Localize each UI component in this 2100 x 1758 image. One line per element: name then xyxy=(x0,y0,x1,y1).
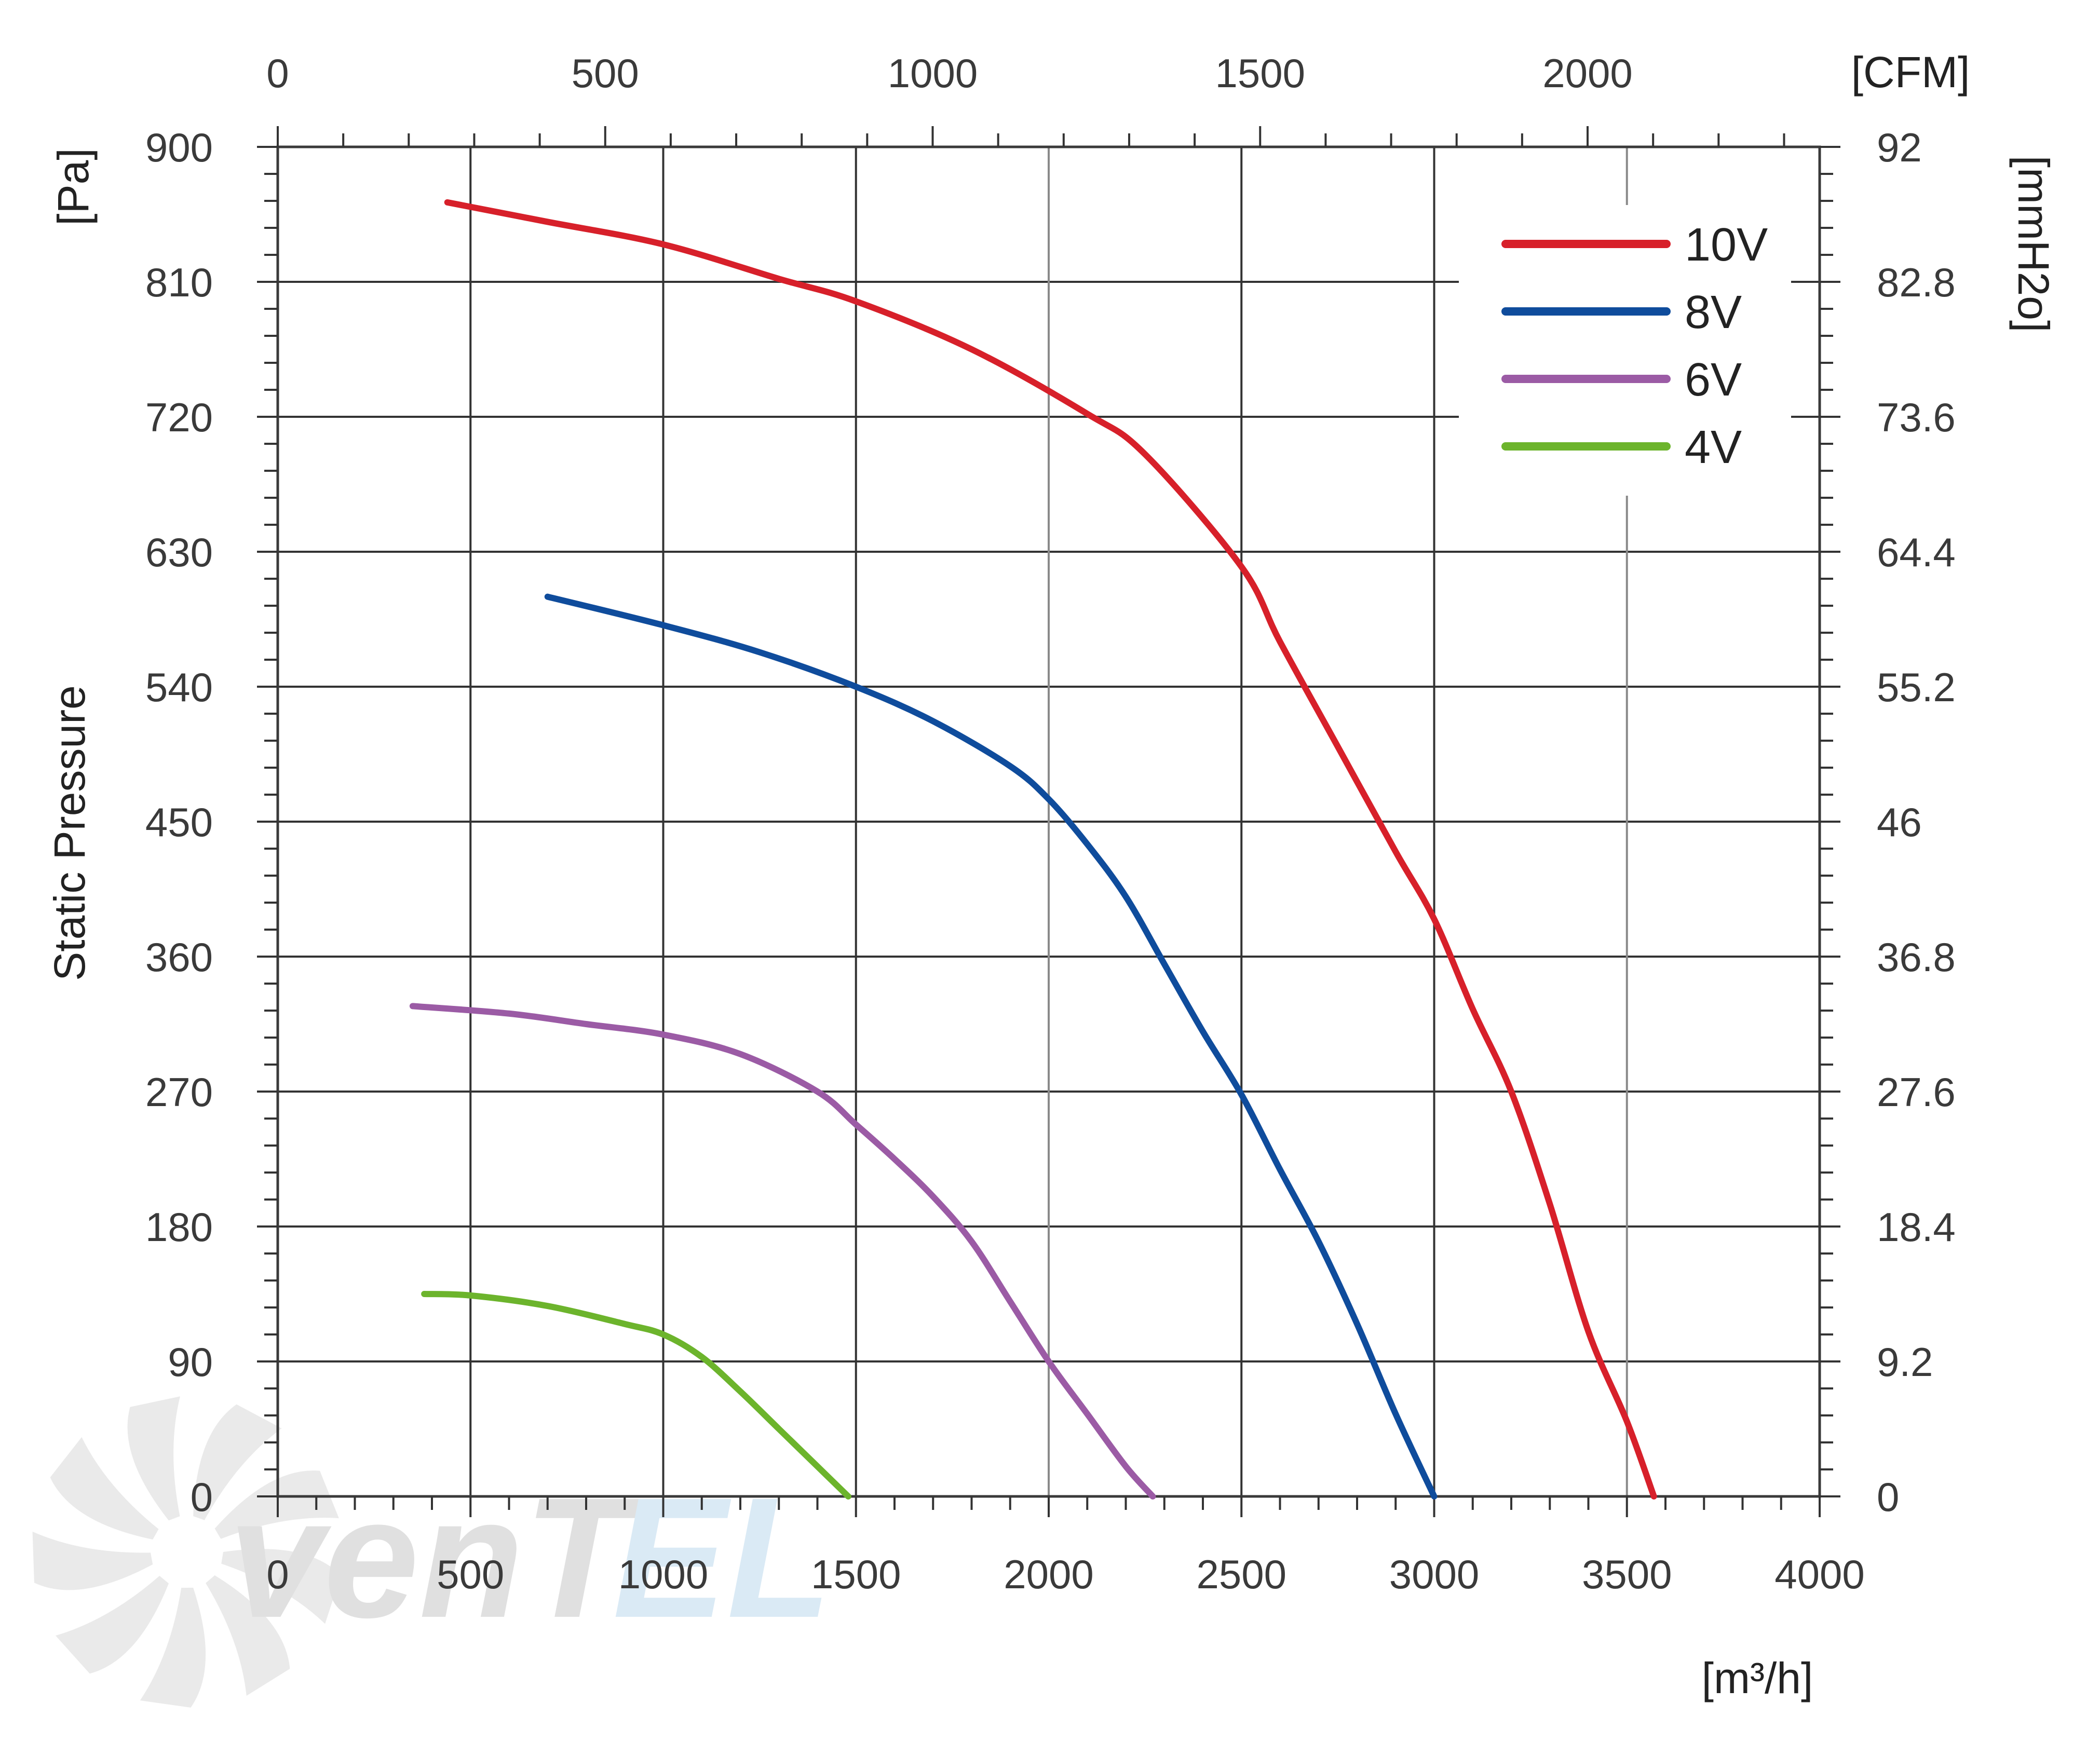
left-unit-label: [Pa] xyxy=(49,148,98,225)
left-axis-tick-labels: 0 90 180 270 360 450 540 630 720 810 900 xyxy=(145,125,213,1520)
right-unit-label: [mmH2o] xyxy=(2009,156,2058,333)
series-line-4v xyxy=(421,1291,851,1500)
y-right-tick-label: 9.2 xyxy=(1877,1339,1933,1385)
y-left-tick-label: 90 xyxy=(168,1339,213,1385)
series-line-6v xyxy=(409,1003,1156,1500)
y-left-tick-label: 720 xyxy=(145,394,213,440)
watermark-text-dark: venT xyxy=(228,1462,642,1653)
y-right-tick-label: 82.8 xyxy=(1877,260,1956,305)
legend: 10V 8V 6V 4V xyxy=(1459,205,1791,496)
watermark-fan-blade xyxy=(50,1437,159,1540)
y-right-tick-label: 55.2 xyxy=(1877,664,1956,710)
y-left-tick-label: 180 xyxy=(145,1204,213,1250)
watermark-fan-blade xyxy=(206,1575,290,1696)
top-tick-label: 2000 xyxy=(1542,50,1633,96)
top-tick-label: 1000 xyxy=(888,50,978,96)
y-right-tick-label: 27.6 xyxy=(1877,1069,1956,1115)
x-tick-label: 1000 xyxy=(618,1551,709,1597)
legend-label: 8V xyxy=(1685,287,1742,338)
watermark-logo: venT EL xyxy=(32,1396,832,1708)
y-left-tick-label: 450 xyxy=(145,799,213,845)
y-right-tick-label: 36.8 xyxy=(1877,934,1956,980)
legend-label: 4V xyxy=(1685,421,1742,473)
x-tick-label: 0 xyxy=(266,1551,289,1597)
right-axis-tick-labels: 0 9.2 18.4 27.6 36.8 46 55.2 64.4 73.6 82.8 92 xyxy=(1877,125,1956,1520)
y-right-tick-label: 73.6 xyxy=(1877,394,1956,440)
watermark-fan-blade xyxy=(140,1587,206,1708)
series-line-8v xyxy=(544,593,1438,1500)
watermark-fan-blade xyxy=(221,1549,341,1624)
top-axis-tick-labels: 0 500 1000 1500 2000 xyxy=(266,50,1632,96)
bottom-unit-label: [m³/h] xyxy=(1702,1654,1813,1702)
series-line-10v xyxy=(444,199,1657,1500)
x-tick-label: 500 xyxy=(437,1551,504,1597)
y-axis-label: Static Pressure xyxy=(45,685,94,981)
legend-label: 6V xyxy=(1685,354,1742,406)
x-tick-label: 4000 xyxy=(1774,1551,1865,1597)
y-left-tick-label: 540 xyxy=(145,664,213,710)
y-left-tick-label: 900 xyxy=(145,125,213,170)
series-lines xyxy=(409,199,1657,1500)
watermark-fan-blade xyxy=(127,1396,180,1521)
y-left-tick-label: 810 xyxy=(145,260,213,305)
y-right-tick-label: 18.4 xyxy=(1877,1204,1956,1250)
watermark-text-light: EL xyxy=(613,1462,832,1653)
x-tick-label: 2000 xyxy=(1004,1551,1094,1597)
top-tick-label: 0 xyxy=(266,50,289,96)
y-left-tick-label: 360 xyxy=(145,934,213,980)
top-tick-label: 500 xyxy=(572,50,639,96)
y-right-tick-label: 64.4 xyxy=(1877,529,1956,575)
x-tick-label: 3500 xyxy=(1582,1551,1672,1597)
y-right-tick-label: 92 xyxy=(1877,125,1922,170)
y-left-tick-label: 270 xyxy=(145,1069,213,1115)
y-left-tick-label: 630 xyxy=(145,529,213,575)
watermark-fan-blade xyxy=(55,1576,169,1674)
top-tick-label: 1500 xyxy=(1215,50,1305,96)
top-unit-label: [CFM] xyxy=(1851,48,1970,97)
x-tick-label: 2500 xyxy=(1196,1551,1286,1597)
bottom-axis-tick-labels: 0 500 1000 1500 2000 2500 3000 3500 4000 xyxy=(266,1551,1864,1597)
legend-label: 10V xyxy=(1685,219,1768,271)
y-left-tick-label: 0 xyxy=(191,1474,213,1520)
y-right-tick-label: 46 xyxy=(1877,799,1922,845)
x-tick-label: 3000 xyxy=(1389,1551,1480,1597)
watermark-fan-blade xyxy=(32,1531,153,1590)
tick-marks xyxy=(257,126,1840,1517)
watermark-fan-blade xyxy=(193,1404,282,1520)
y-right-tick-label: 0 xyxy=(1877,1474,1899,1520)
x-tick-label: 1500 xyxy=(811,1551,901,1597)
